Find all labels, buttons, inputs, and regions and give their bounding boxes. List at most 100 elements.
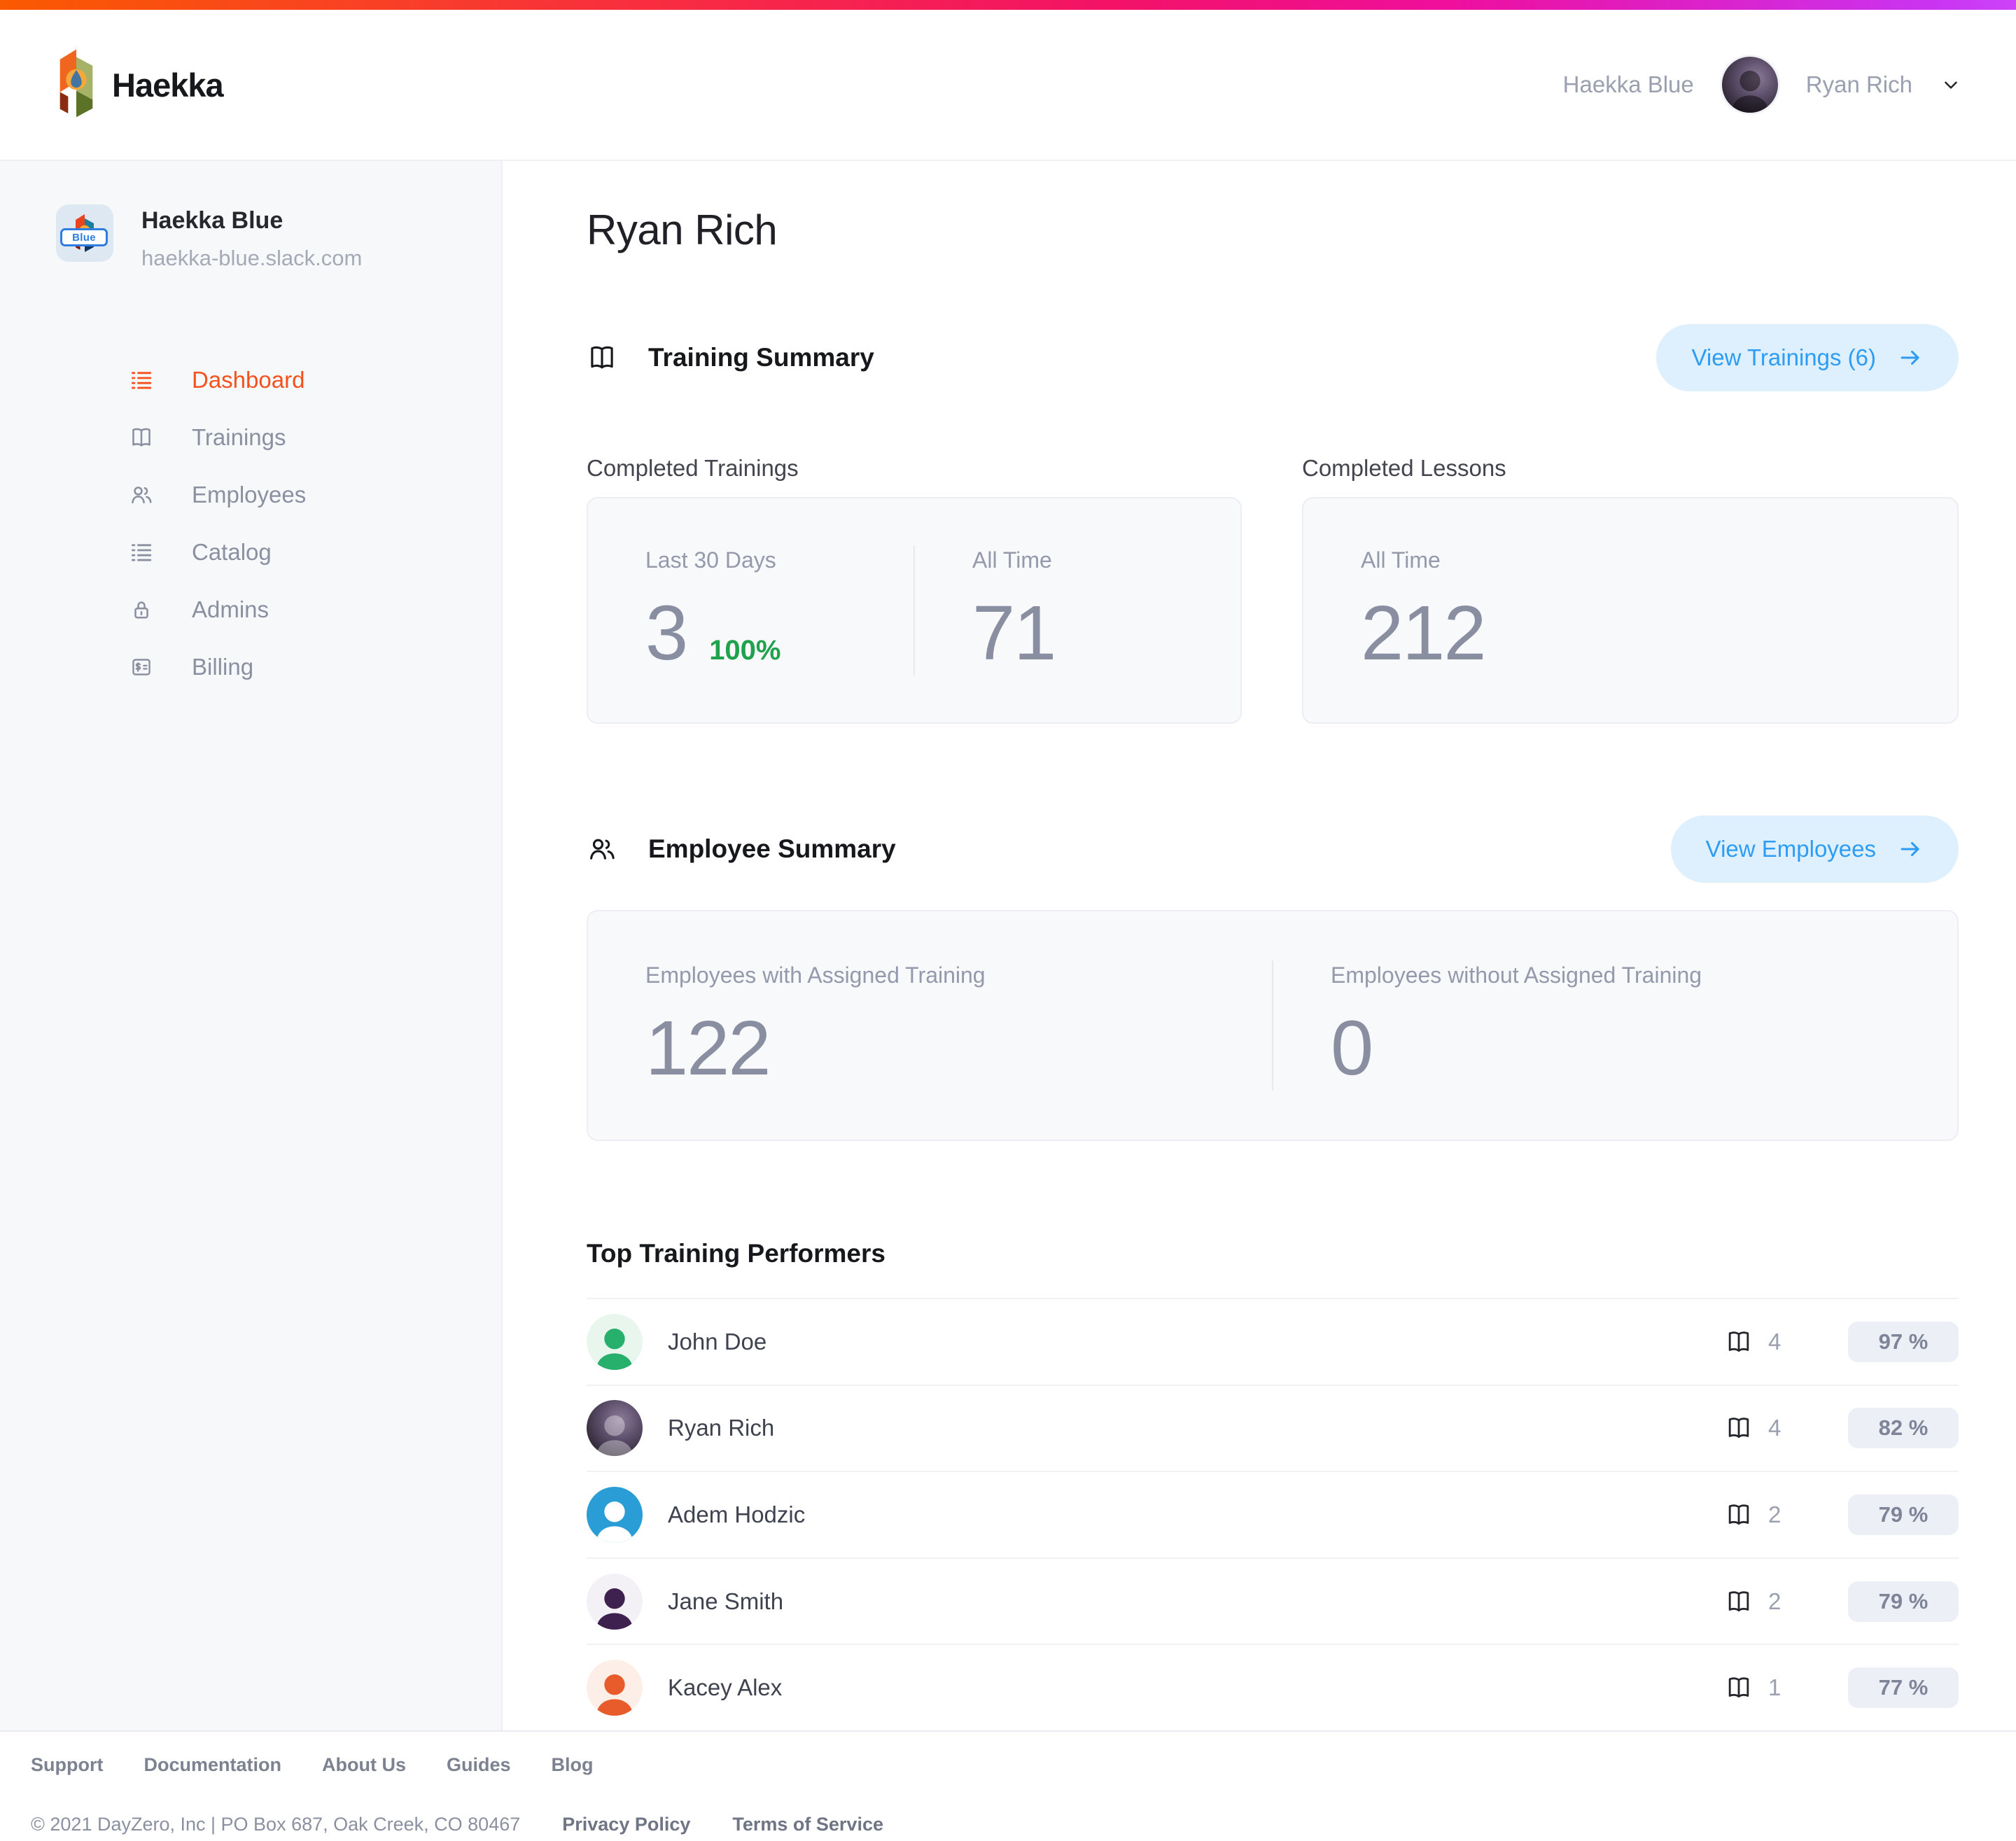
performer-training-count: 2 — [1768, 1588, 1782, 1614]
page-title: Ryan Rich — [587, 206, 778, 253]
footer-link-guides[interactable]: Guides — [446, 1754, 511, 1775]
performer-avatar — [587, 1400, 643, 1457]
book-icon — [1725, 1414, 1753, 1442]
sidebar-item-admins[interactable]: Admins — [0, 581, 501, 638]
all-time-label: All Time — [972, 547, 1052, 573]
book-icon — [1725, 1588, 1753, 1616]
without-training-label: Employees without Assigned Training — [1331, 962, 1702, 988]
footer-link-documentation[interactable]: Documentation — [144, 1754, 281, 1775]
users-icon — [129, 482, 154, 507]
sidebar-item-label: Catalog — [192, 539, 272, 565]
top-bar: Haekka Haekka Blue Ryan Rich — [0, 10, 2016, 161]
performer-name: John Doe — [668, 1328, 767, 1354]
performer-row[interactable]: Adem Hodzic 2 79 % — [587, 1472, 1959, 1559]
completed-lessons-heading: Completed Lessons — [1302, 455, 1506, 481]
performer-training-count: 4 — [1768, 1328, 1782, 1354]
workspace-card: Blue Haekka Blue haekka-blue.slack.com — [0, 204, 501, 271]
workspace-badge: Blue — [60, 228, 108, 246]
footer-link-support[interactable]: Support — [31, 1754, 104, 1775]
completed-trainings-card: Last 30 Days 3 100% All Time 71 — [587, 497, 1242, 724]
performer-row[interactable]: John Doe 4 97 % — [587, 1299, 1959, 1386]
user-name-label: Ryan Rich — [1805, 71, 1912, 97]
book-icon — [129, 425, 154, 450]
footer: Support Documentation About Us Guides Bl… — [0, 1730, 2016, 1841]
performer-name: Ryan Rich — [668, 1415, 775, 1441]
performer-avatar — [587, 1660, 643, 1716]
top-performers-title: Top Training Performers — [587, 1239, 886, 1268]
footer-link-privacy-policy[interactable]: Privacy Policy — [562, 1814, 691, 1835]
last-30-days-value: 3 — [645, 589, 688, 676]
catalog-list-icon — [129, 540, 154, 565]
last-30-days-percent: 100% — [709, 634, 781, 666]
performer-avatar — [587, 1573, 643, 1630]
all-time-lessons-value: 212 — [1361, 589, 1487, 676]
haekka-logo-icon — [56, 47, 97, 123]
performer-row[interactable]: Kacey Alex 1 77 % — [587, 1645, 1959, 1730]
training-summary-title: Training Summary — [587, 342, 874, 373]
sidebar-item-trainings[interactable]: Trainings — [0, 409, 501, 466]
top-performers-list: John Doe 4 97 % Ryan Rich 4 82 % Adem Ho — [587, 1298, 1959, 1730]
users-icon — [587, 834, 617, 864]
view-employees-button[interactable]: View Employees — [1670, 816, 1959, 883]
card-divider — [1272, 960, 1273, 1091]
last-30-days-label: Last 30 Days — [645, 547, 776, 573]
sidebar-item-label: Employees — [192, 482, 307, 507]
performer-name: Jane Smith — [668, 1588, 784, 1614]
sidebar-item-dashboard[interactable]: Dashboard — [0, 351, 501, 409]
employee-summary-card: Employees with Assigned Training 122 Emp… — [587, 910, 1959, 1141]
sidebar-item-label: Dashboard — [192, 367, 305, 393]
performer-name: Kacey Alex — [668, 1674, 783, 1701]
performer-avatar — [587, 1486, 643, 1543]
workspace-name: Haekka Blue — [141, 207, 284, 234]
footer-link-about-us[interactable]: About Us — [322, 1754, 406, 1775]
view-trainings-button[interactable]: View Trainings (6) — [1656, 324, 1959, 391]
with-training-label: Employees with Assigned Training — [645, 962, 986, 988]
performer-row[interactable]: Ryan Rich 4 82 % — [587, 1386, 1959, 1473]
sidebar-item-label: Trainings — [192, 424, 286, 450]
performer-avatar — [587, 1313, 643, 1370]
sidebar-item-label: Billing — [192, 654, 254, 680]
performer-training-count: 4 — [1768, 1415, 1782, 1441]
sidebar-item-employees[interactable]: Employees — [0, 466, 501, 524]
employee-summary-title: Employee Summary — [587, 834, 896, 864]
main-content: Ryan Rich Training Summary View Training… — [503, 161, 2016, 1730]
completed-trainings-heading: Completed Trainings — [587, 455, 799, 481]
without-training-value: 0 — [1331, 1004, 1373, 1091]
copyright-text: © 2021 DayZero, Inc | PO Box 687, Oak Cr… — [31, 1814, 521, 1835]
completed-lessons-card: All Time 212 — [1302, 497, 1959, 724]
footer-link-terms-of-service[interactable]: Terms of Service — [732, 1814, 883, 1835]
workspace-domain: haekka-blue.slack.com — [141, 246, 363, 270]
with-training-value: 122 — [645, 1004, 771, 1091]
lock-icon — [129, 597, 154, 622]
performer-percent-badge: 82 % — [1848, 1408, 1959, 1449]
performer-percent-badge: 79 % — [1848, 1581, 1959, 1622]
book-icon — [1725, 1328, 1753, 1356]
performer-training-count: 2 — [1768, 1501, 1782, 1527]
sidebar-item-catalog[interactable]: Catalog — [0, 524, 501, 581]
user-menu[interactable]: Haekka Blue Ryan Rich — [1563, 57, 1961, 113]
brand[interactable]: Haekka — [56, 47, 224, 123]
performer-row[interactable]: Jane Smith 2 79 % — [587, 1559, 1959, 1646]
sidebar-item-label: Admins — [192, 596, 270, 622]
performer-percent-badge: 79 % — [1848, 1494, 1959, 1535]
chevron-down-icon — [1940, 74, 1961, 95]
brand-name: Haekka — [112, 66, 224, 104]
user-avatar — [1721, 57, 1778, 113]
book-icon — [587, 342, 617, 373]
card-divider — [913, 545, 915, 676]
performer-training-count: 1 — [1768, 1674, 1782, 1701]
workspace-name-label: Haekka Blue — [1562, 71, 1694, 97]
book-icon — [1725, 1501, 1753, 1529]
performer-name: Adem Hodzic — [668, 1501, 806, 1527]
workspace-logo: Blue — [56, 204, 113, 262]
footer-link-blog[interactable]: Blog — [551, 1754, 594, 1775]
top-gradient-bar — [0, 0, 2016, 10]
dashboard-list-icon — [129, 368, 154, 393]
arrow-right-icon — [1897, 344, 1924, 371]
all-time-label: All Time — [1361, 547, 1441, 573]
book-icon — [1725, 1674, 1753, 1702]
sidebar: Blue Haekka Blue haekka-blue.slack.com D… — [0, 161, 503, 1730]
billing-receipt-icon — [129, 654, 154, 680]
sidebar-item-billing[interactable]: Billing — [0, 638, 501, 696]
all-time-trainings-value: 71 — [972, 589, 1056, 676]
